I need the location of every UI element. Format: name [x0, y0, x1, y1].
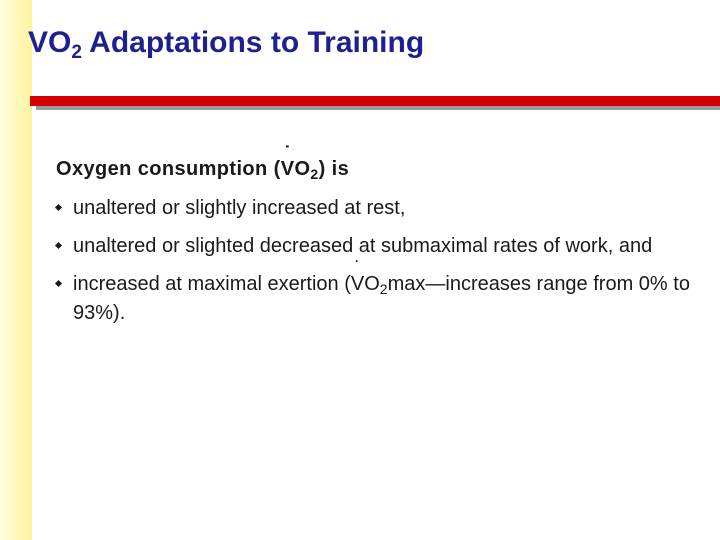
- lead-pre: Oxygen consumption (: [56, 158, 281, 180]
- title-main: VO: [28, 26, 72, 59]
- lead-post: ) is: [318, 158, 350, 180]
- diamond-bullet-icon: [54, 203, 63, 212]
- slide-title: VO2 Adaptations to Training: [28, 26, 424, 64]
- bullet-vdot: V: [351, 272, 364, 296]
- bullet-item: increased at maximal exertion (VO2max—in…: [54, 272, 706, 325]
- bullet-text: unaltered or slightly increased at rest,: [73, 197, 406, 219]
- lead-vdot: V: [281, 158, 295, 181]
- lead-subscript: 2: [310, 166, 319, 182]
- bullet-pre: increased at maximal exertion (: [73, 273, 351, 295]
- bullet-o: O: [364, 273, 380, 295]
- bullet-post: max—increases range from 0% to 93%).: [73, 273, 690, 324]
- bullet-item: unaltered or slightly increased at rest,: [54, 196, 706, 220]
- bullet-item: unaltered or slighted decreased at subma…: [54, 234, 706, 258]
- bullet-subscript: 2: [379, 281, 388, 297]
- bullet-text: unaltered or slighted decreased at subma…: [73, 235, 653, 257]
- slide-content: Oxygen consumption (VO2) is unaltered or…: [54, 158, 706, 339]
- left-decorative-band: [0, 0, 32, 540]
- diamond-bullet-icon: [54, 279, 63, 288]
- lead-o: O: [294, 158, 311, 180]
- title-rule: [30, 96, 720, 106]
- title-subscript: 2: [71, 42, 82, 63]
- bullet-text: increased at maximal exertion (VO2max—in…: [73, 273, 690, 324]
- lead-text: Oxygen consumption (VO2) is: [56, 158, 706, 182]
- diamond-bullet-icon: [54, 241, 63, 250]
- title-rest: Adaptations to Training: [81, 26, 425, 59]
